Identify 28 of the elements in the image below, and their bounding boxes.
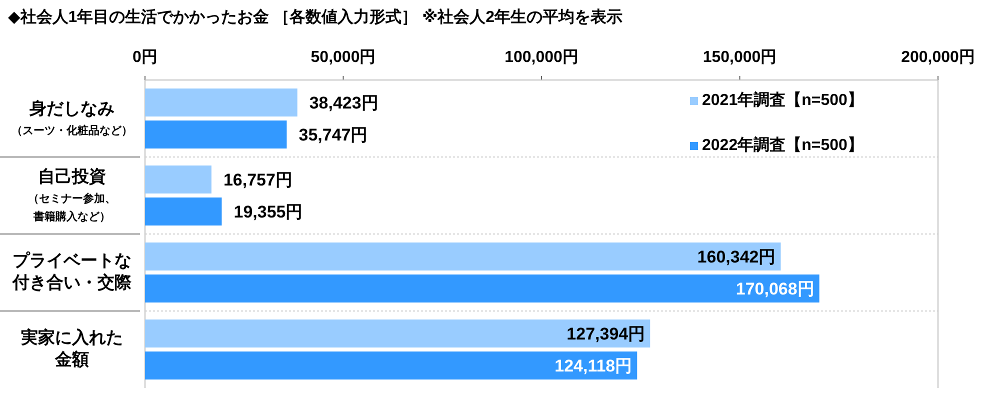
bar	[145, 88, 298, 116]
x-tick-label: 100,000円	[504, 49, 578, 66]
x-tick-label: 150,000円	[702, 49, 777, 66]
y-tick-label: プライベートな付き合い・交際	[11, 250, 132, 294]
data-label: 35,747円	[298, 126, 368, 144]
data-label: 19,355円	[234, 202, 303, 222]
x-tick-label: 50,000円	[310, 49, 376, 66]
bar	[145, 320, 650, 348]
data-label: 124,118円	[554, 356, 632, 376]
bar	[145, 166, 212, 194]
legend-label: 2022年調査【n=500】	[702, 136, 864, 154]
data-label: 127,394円	[566, 324, 646, 344]
data-label: 160,342円	[697, 248, 776, 266]
x-tick-label: 200,000円	[901, 49, 975, 66]
bar	[145, 352, 638, 380]
bar	[145, 120, 287, 148]
bar	[145, 242, 781, 270]
y-tick-label: 自己投資（セミナー参加、書籍購入など）	[27, 166, 117, 225]
legend-label: 2021年調査【n=500】	[702, 91, 864, 109]
x-tick-label: 0円	[132, 49, 158, 66]
bar	[145, 198, 222, 226]
data-label: 38,423円	[309, 94, 378, 112]
chart-title: ◆社会人1年目の生活でかかったお金 ［各数値入力形式］ ※社会人2年生の平均を表示	[8, 8, 623, 26]
data-label: 16,757円	[223, 170, 292, 190]
y-tick-label: 身だしなみ（スーツ・化粧品など）	[10, 98, 134, 139]
data-label: 170,068円	[736, 280, 814, 298]
bar	[145, 274, 820, 302]
y-tick-label: 実家に入れた金額	[20, 326, 124, 372]
